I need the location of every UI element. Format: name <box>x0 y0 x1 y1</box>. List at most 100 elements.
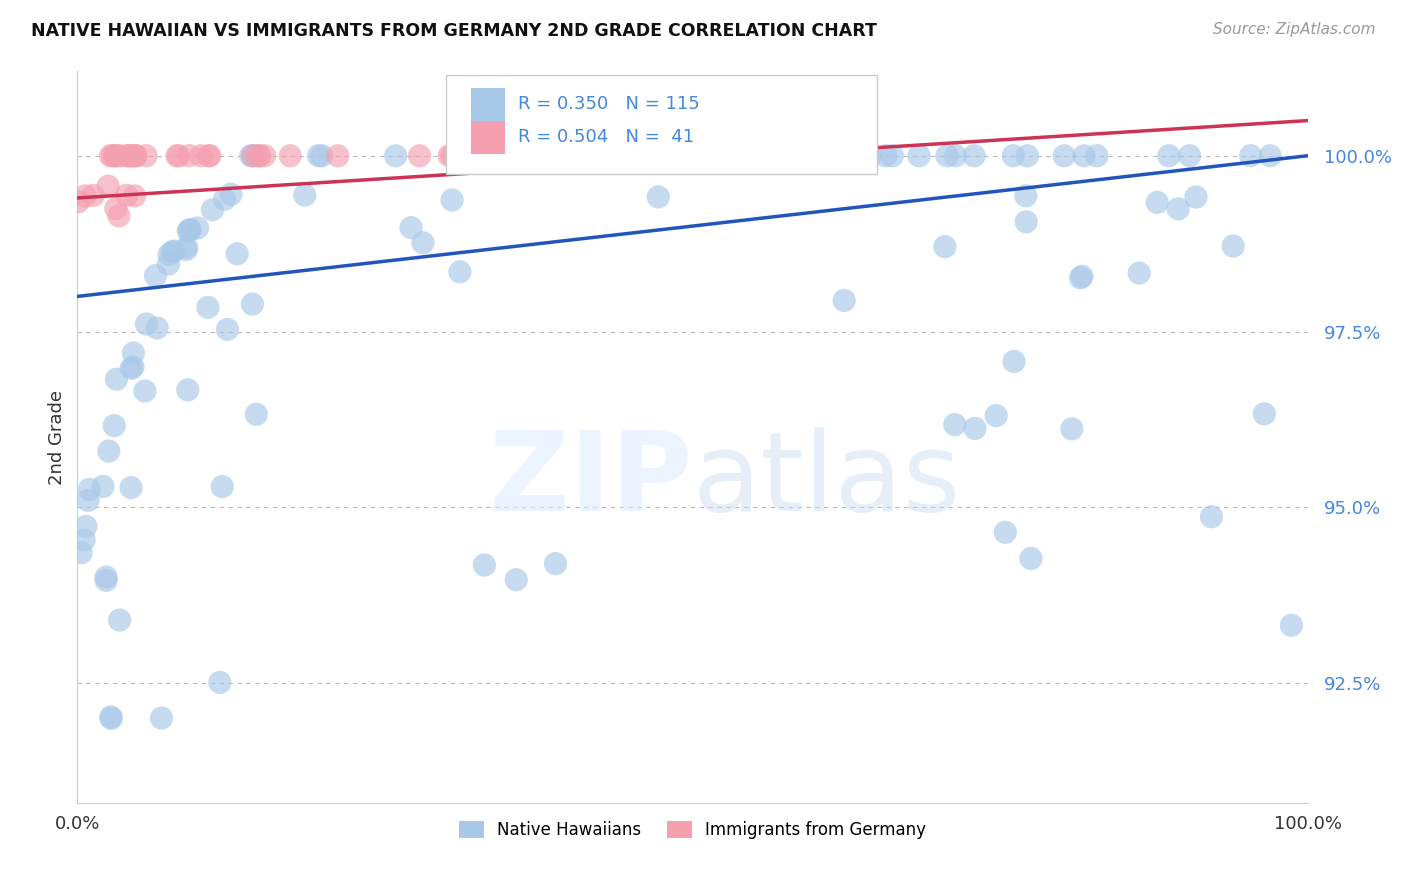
Point <box>166 149 188 163</box>
Point <box>124 149 146 163</box>
Point <box>176 240 198 254</box>
Point <box>986 409 1008 423</box>
Point <box>568 149 591 163</box>
Point <box>851 149 873 163</box>
Point <box>217 322 239 336</box>
Point <box>198 149 221 163</box>
Point <box>247 149 270 163</box>
Point <box>146 321 169 335</box>
Point <box>82 188 104 202</box>
Point <box>1070 270 1092 285</box>
Point <box>508 149 530 163</box>
Point <box>748 149 770 163</box>
Point <box>67 194 90 209</box>
Point <box>326 149 349 163</box>
Point <box>756 149 779 163</box>
Point <box>936 149 959 163</box>
Point <box>211 479 233 493</box>
Point <box>467 149 489 163</box>
Point <box>1167 202 1189 216</box>
Point <box>607 149 630 163</box>
Point <box>700 149 723 163</box>
Point <box>219 187 242 202</box>
Point <box>174 243 197 257</box>
Point <box>77 493 100 508</box>
Point <box>108 209 131 223</box>
Point <box>79 483 101 497</box>
Point <box>384 149 406 163</box>
Point <box>467 149 489 163</box>
Point <box>186 221 208 235</box>
Point <box>823 149 845 163</box>
Point <box>1015 188 1038 202</box>
Point <box>474 558 496 572</box>
Point <box>1128 266 1150 280</box>
Point <box>1146 195 1168 210</box>
Point <box>179 149 201 163</box>
Point <box>449 265 471 279</box>
Point <box>121 149 143 163</box>
Point <box>505 573 527 587</box>
Point <box>101 149 124 163</box>
Point <box>307 149 329 163</box>
Point <box>1253 407 1275 421</box>
Point <box>658 149 681 163</box>
Point <box>100 149 122 163</box>
Point <box>1157 149 1180 163</box>
Point <box>1019 551 1042 566</box>
Point <box>134 384 156 398</box>
Point <box>943 417 966 432</box>
Point <box>179 222 201 236</box>
Point <box>835 149 858 163</box>
Point <box>859 149 882 163</box>
Point <box>728 149 751 163</box>
Point <box>934 240 956 254</box>
Point <box>167 149 190 163</box>
Point <box>239 149 262 163</box>
Point <box>450 149 472 163</box>
Point <box>1281 618 1303 632</box>
Point <box>1085 149 1108 163</box>
Point <box>495 149 517 163</box>
Point <box>1002 354 1025 368</box>
Point <box>115 188 138 202</box>
Point <box>675 149 697 163</box>
FancyBboxPatch shape <box>447 75 877 174</box>
Point <box>157 257 180 271</box>
Point <box>669 149 692 163</box>
Point <box>1201 509 1223 524</box>
Point <box>75 189 97 203</box>
Point <box>145 268 167 283</box>
Point <box>157 247 180 261</box>
Point <box>734 149 756 163</box>
Point <box>441 193 464 207</box>
Point <box>120 149 142 163</box>
Point <box>1222 239 1244 253</box>
Point <box>963 421 986 435</box>
FancyBboxPatch shape <box>471 120 506 153</box>
Point <box>103 418 125 433</box>
Point <box>408 149 430 163</box>
Point <box>100 711 122 725</box>
Point <box>780 149 803 163</box>
Point <box>311 149 333 163</box>
Point <box>242 297 264 311</box>
Point <box>190 149 212 163</box>
Point <box>544 557 567 571</box>
Point <box>75 519 97 533</box>
Point <box>1015 215 1038 229</box>
Point <box>179 223 201 237</box>
Text: R = 0.350   N = 115: R = 0.350 N = 115 <box>517 95 700 113</box>
Point <box>467 149 489 163</box>
Point <box>120 361 142 376</box>
Text: atlas: atlas <box>693 427 960 534</box>
Point <box>875 149 897 163</box>
Y-axis label: 2nd Grade: 2nd Grade <box>48 390 66 484</box>
Text: NATIVE HAWAIIAN VS IMMIGRANTS FROM GERMANY 2ND GRADE CORRELATION CHART: NATIVE HAWAIIAN VS IMMIGRANTS FROM GERMA… <box>31 22 877 40</box>
Point <box>294 188 316 202</box>
Point <box>124 149 146 163</box>
Point <box>122 346 145 360</box>
Point <box>945 149 967 163</box>
Point <box>437 149 460 163</box>
Point <box>278 149 301 163</box>
